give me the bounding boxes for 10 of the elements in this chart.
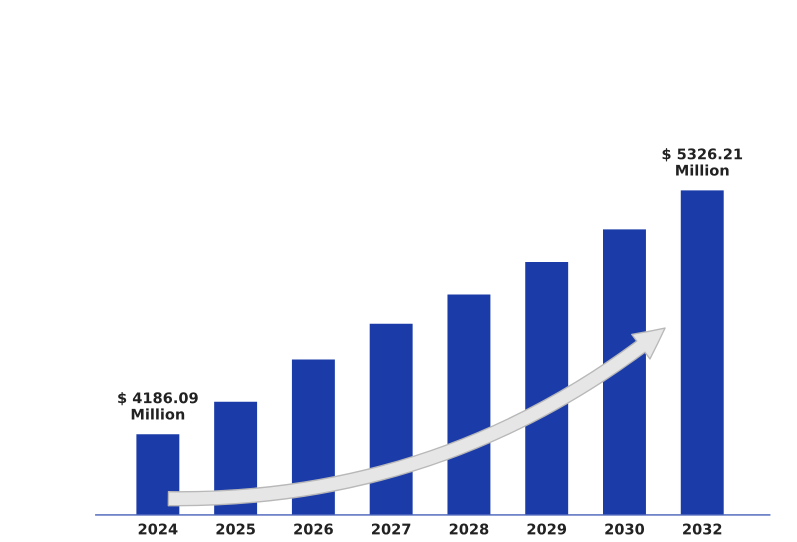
x-tick-label: 2026 — [294, 523, 333, 535]
x-tick-label: 2032 — [683, 523, 722, 535]
x-tick-label: 2025 — [216, 523, 255, 535]
annotation: $ 4186.09 Million — [118, 392, 198, 420]
x-tick-label: 2024 — [138, 523, 178, 535]
annotation: $ 5326.21 Million — [662, 148, 742, 176]
x-tick-label: 2028 — [450, 523, 488, 535]
x-tick-label: 2029 — [528, 523, 566, 535]
x-tick-label: 2027 — [372, 523, 410, 535]
x-tick-label: 2030 — [605, 523, 644, 535]
